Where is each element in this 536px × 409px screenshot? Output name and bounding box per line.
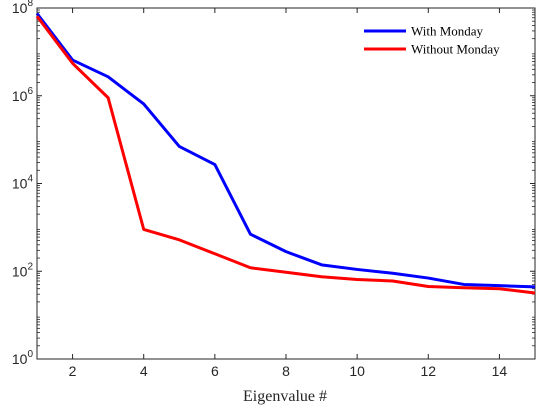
y-tick-label: 106 xyxy=(12,86,34,104)
legend-label-1: With Monday xyxy=(411,24,484,39)
legend: With Monday Without Monday xyxy=(364,24,500,57)
x-tick-label: 8 xyxy=(282,363,290,379)
x-tick-label: 6 xyxy=(211,363,219,379)
x-tick-label: 4 xyxy=(140,363,148,379)
y-tick-label: 100 xyxy=(12,349,34,367)
x-axis-label: Eigenvalue # xyxy=(243,388,327,405)
axis-ticks xyxy=(37,7,535,360)
x-tick-label: 2 xyxy=(69,363,77,379)
y-tick-label: 104 xyxy=(12,174,34,192)
y-tick-label: 108 xyxy=(12,0,34,16)
series-line-2 xyxy=(35,15,536,295)
x-tick-label: 14 xyxy=(492,363,508,379)
legend-label-2: Without Monday xyxy=(411,42,500,57)
series-line-1 xyxy=(35,12,536,289)
axes-box xyxy=(36,7,536,360)
x-tick-label: 10 xyxy=(349,363,365,379)
plot-area xyxy=(36,7,536,360)
y-tick-label: 102 xyxy=(12,261,34,279)
x-tick-label: 12 xyxy=(420,363,436,379)
tick-labels: 2 4 6 8 10 12 14 100 102 104 106 108 xyxy=(12,0,508,379)
series-layer xyxy=(35,12,536,295)
